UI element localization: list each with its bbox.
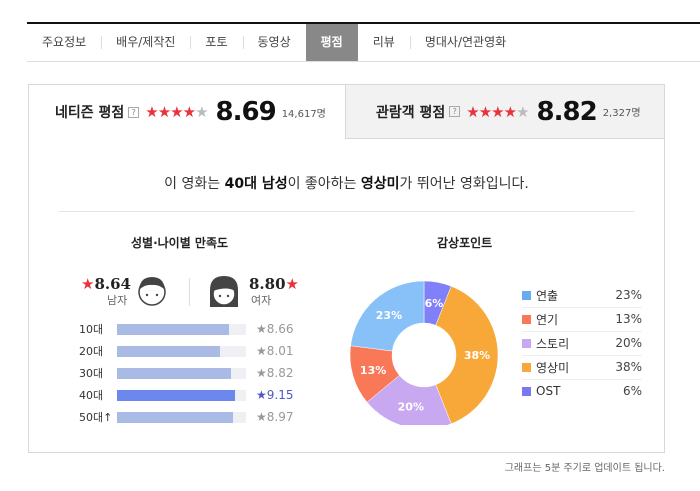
age-bar-track xyxy=(117,345,246,357)
gender-divider xyxy=(189,278,190,306)
age-row: 10대 ★8.66 xyxy=(79,321,293,337)
netizen-score: 8.69 xyxy=(215,97,277,127)
female-score: 8.80★ xyxy=(249,275,299,293)
audience-score: 8.82 xyxy=(536,96,598,127)
age-score: ★8.66 xyxy=(256,322,294,336)
age-score: ★9.15 xyxy=(256,388,294,402)
age-bar-fill xyxy=(117,411,233,423)
age-row: 30대 ★8.82 xyxy=(79,365,293,381)
age-label: 40대 xyxy=(79,389,104,402)
age-bar-fill xyxy=(117,389,236,401)
legend-item: 영상미 38% xyxy=(522,355,642,380)
legend-pct: 6% xyxy=(622,384,642,398)
tab-4[interactable]: 평점 xyxy=(305,24,358,61)
gender-age-title: 성별·나이별 만족도 xyxy=(131,236,229,250)
pie-slice-연출 xyxy=(350,280,425,352)
age-row: 40대 ★9.15 xyxy=(79,387,293,403)
male-score: ★8.64 xyxy=(81,275,131,293)
tab-bar: 주요정보 배우/제작진 포토 동영상 평점 리뷰 명대사/연관영화 xyxy=(27,22,700,62)
age-score: ★8.01 xyxy=(256,344,294,358)
summary-headline: 이 영화는 40대 남성이 좋아하는 영상미가 뛰어난 영화입니다. xyxy=(164,176,529,192)
help-icon[interactable]: ? xyxy=(449,106,461,117)
age-bar-track xyxy=(117,367,246,379)
pie-label: 38% xyxy=(464,349,490,362)
legend-swatch xyxy=(522,290,531,300)
age-bar-track xyxy=(117,323,246,335)
age-label: 30대 xyxy=(79,367,104,380)
pie-label: 13% xyxy=(360,364,386,377)
pie-label: 6% xyxy=(425,297,444,310)
legend-pct: 20% xyxy=(615,336,642,350)
age-bar-track xyxy=(117,411,246,423)
legend-label: OST xyxy=(536,384,561,398)
legend-label: 영상미 xyxy=(536,360,570,375)
tab-1[interactable]: 배우/제작진 xyxy=(101,24,190,61)
age-bar-track xyxy=(117,389,246,401)
update-notice: 그래프는 5분 주기로 업데이트 됩니다. xyxy=(504,463,665,474)
female-label: 여자 xyxy=(251,294,272,307)
age-bar-fill xyxy=(117,367,231,379)
tab-audience-rating[interactable]: 관람객 평점 ? ★★★★★ 8.82 2,327명 xyxy=(345,85,664,139)
divider xyxy=(59,211,634,212)
legend-label: 연출 xyxy=(536,288,559,303)
legend-pct: 13% xyxy=(615,312,642,326)
pie-slice-영상미 xyxy=(435,285,499,425)
female-face-icon xyxy=(210,276,238,307)
tab-2[interactable]: 포토 xyxy=(190,24,242,61)
male-face-icon xyxy=(138,277,166,306)
pie-label: 23% xyxy=(376,309,402,322)
legend-item: 스토리 20% xyxy=(522,331,642,356)
legend-item: OST 6% xyxy=(522,379,642,403)
age-row: 20대 ★8.01 xyxy=(79,343,293,359)
netizen-label: 네티즌 평점 xyxy=(55,105,125,121)
legend-pct: 38% xyxy=(615,360,642,374)
audience-label: 관람객 평점 xyxy=(376,104,446,121)
age-label: 50대↑ xyxy=(79,411,113,424)
chart-title: 감상포인트 xyxy=(437,236,493,250)
rating-panel: 네티즌 평점 ? ★★★★★ 8.69 14,617명 관람객 평점 ? ★★★… xyxy=(28,84,665,453)
age-bar-fill xyxy=(117,345,221,357)
legend-item: 연출 23% xyxy=(522,283,642,308)
appreciation-donut-chart: 6% 38% 20% 13% 23% xyxy=(349,280,499,425)
tab-6[interactable]: 명대사/연관영화 xyxy=(409,24,521,61)
tab-3[interactable]: 동영상 xyxy=(242,24,306,61)
legend-swatch xyxy=(522,386,531,396)
tab-netizen-rating[interactable]: 네티즌 평점 ? ★★★★★ 8.69 14,617명 xyxy=(29,85,345,139)
netizen-stars: ★★★★★ xyxy=(145,103,208,121)
legend-swatch xyxy=(522,314,531,324)
tab-5[interactable]: 리뷰 xyxy=(372,35,395,49)
legend-label: 스토리 xyxy=(536,336,570,351)
audience-stars: ★★★★★ xyxy=(466,102,529,121)
tab-0[interactable]: 주요정보 xyxy=(42,35,87,49)
audience-count: 2,327명 xyxy=(602,108,641,119)
age-row: 50대↑ ★8.97 xyxy=(79,409,293,425)
pie-label: 20% xyxy=(398,400,424,413)
legend-label: 연기 xyxy=(536,312,559,327)
age-label: 20대 xyxy=(79,345,104,358)
age-score: ★8.82 xyxy=(256,366,294,380)
legend-item: 연기 13% xyxy=(522,307,642,332)
netizen-count: 14,617명 xyxy=(281,108,326,120)
legend-swatch xyxy=(522,362,531,372)
help-icon[interactable]: ? xyxy=(128,106,140,118)
age-score: ★8.97 xyxy=(256,410,294,424)
legend-swatch xyxy=(522,338,531,348)
legend-pct: 23% xyxy=(615,288,642,302)
male-label: 남자 xyxy=(107,294,128,307)
age-label: 10대 xyxy=(79,323,104,336)
age-bar-fill xyxy=(117,323,229,335)
